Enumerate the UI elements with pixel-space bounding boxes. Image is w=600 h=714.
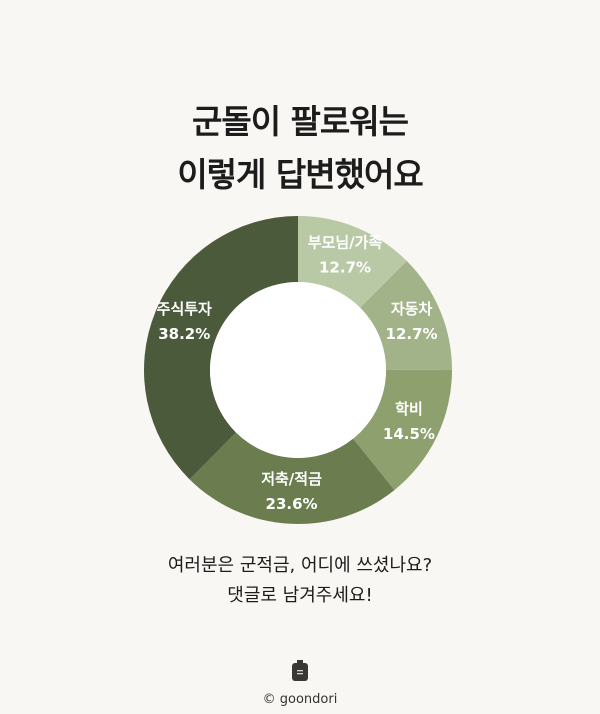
slice-value-label: 12.7% bbox=[319, 258, 371, 276]
donut-slice bbox=[353, 369, 452, 491]
slice-label: 저축/적금 bbox=[261, 470, 322, 488]
subtitle-line-2: 댓글로 남겨주세요! bbox=[227, 585, 373, 606]
subtitle-line-1: 여러분은 군적금, 어디에 쓰셨나요? bbox=[167, 555, 433, 576]
slice-label: 부모님/가족 bbox=[308, 233, 383, 251]
donut-slice bbox=[298, 216, 407, 308]
slice-value-label: 12.7% bbox=[386, 325, 438, 343]
slice-label: 자동차 bbox=[391, 300, 433, 318]
slice-label: 주식투자 bbox=[157, 300, 212, 318]
donut-slice bbox=[360, 261, 452, 370]
donut-hole bbox=[210, 282, 386, 458]
slice-value-label: 23.6% bbox=[266, 495, 318, 513]
slice-value-label: 38.2% bbox=[158, 325, 210, 343]
donut-slice bbox=[189, 432, 395, 525]
donut-slice bbox=[143, 216, 298, 480]
title-line-1: 군돌이 팔로워는 bbox=[191, 102, 409, 141]
slice-value-label: 14.5% bbox=[383, 425, 435, 443]
bag-logo-icon bbox=[292, 660, 308, 681]
title-line-2: 이렇게 답변했어요 bbox=[177, 155, 423, 194]
footer-credit: © goondori bbox=[262, 692, 338, 707]
slice-label: 학비 bbox=[395, 400, 423, 418]
